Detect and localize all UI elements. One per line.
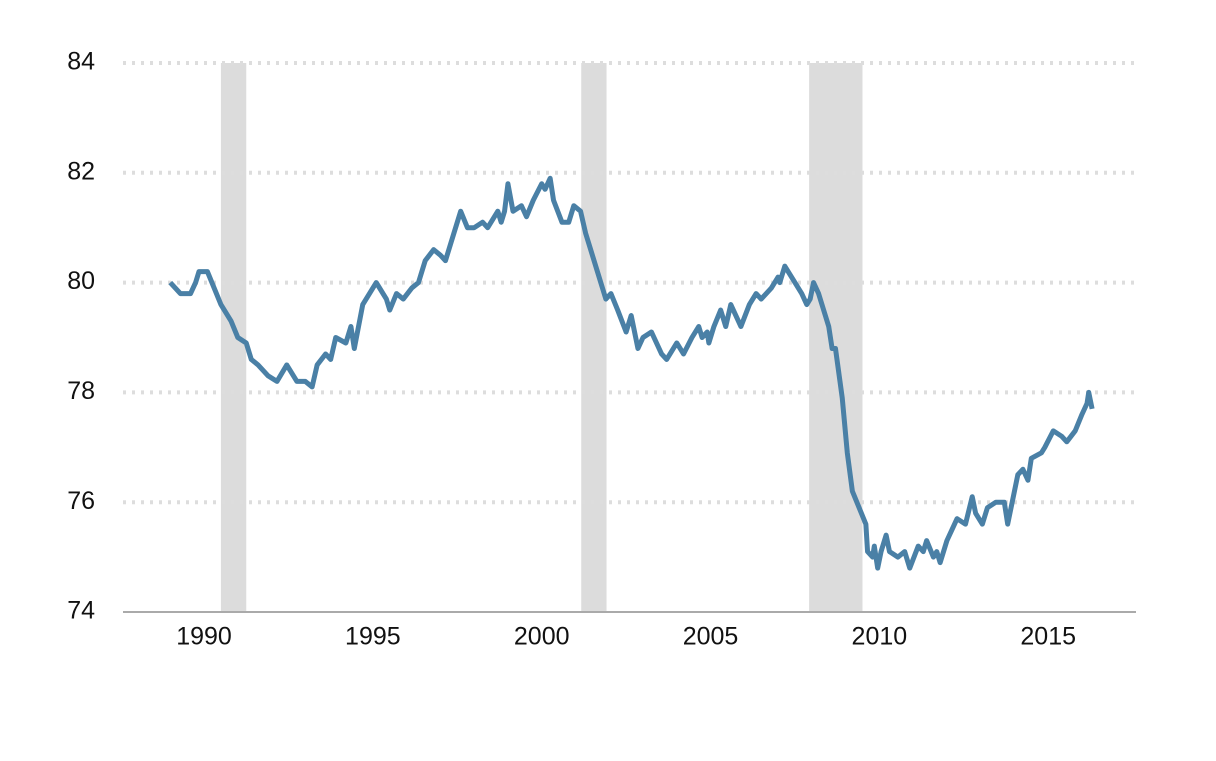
x-tick-label: 2005 (683, 623, 739, 651)
x-tick-label: 1990 (176, 623, 232, 651)
y-tick-label: 78 (67, 377, 95, 405)
x-tick-label: 2010 (852, 623, 908, 651)
recession-band (220, 63, 247, 612)
y-tick-label: 74 (67, 597, 95, 625)
x-tick-label: 1995 (345, 623, 401, 651)
y-tick-label: 80 (67, 267, 95, 295)
x-tick-label: 2015 (1020, 623, 1076, 651)
data-line (168, 175, 1095, 571)
y-tick-label: 82 (67, 157, 95, 185)
y-tick-label: 76 (67, 487, 95, 515)
y-tick-label: 84 (67, 48, 95, 76)
recession-band (809, 63, 863, 612)
x-tick-label: 2000 (514, 623, 570, 651)
recession-band (581, 63, 607, 612)
